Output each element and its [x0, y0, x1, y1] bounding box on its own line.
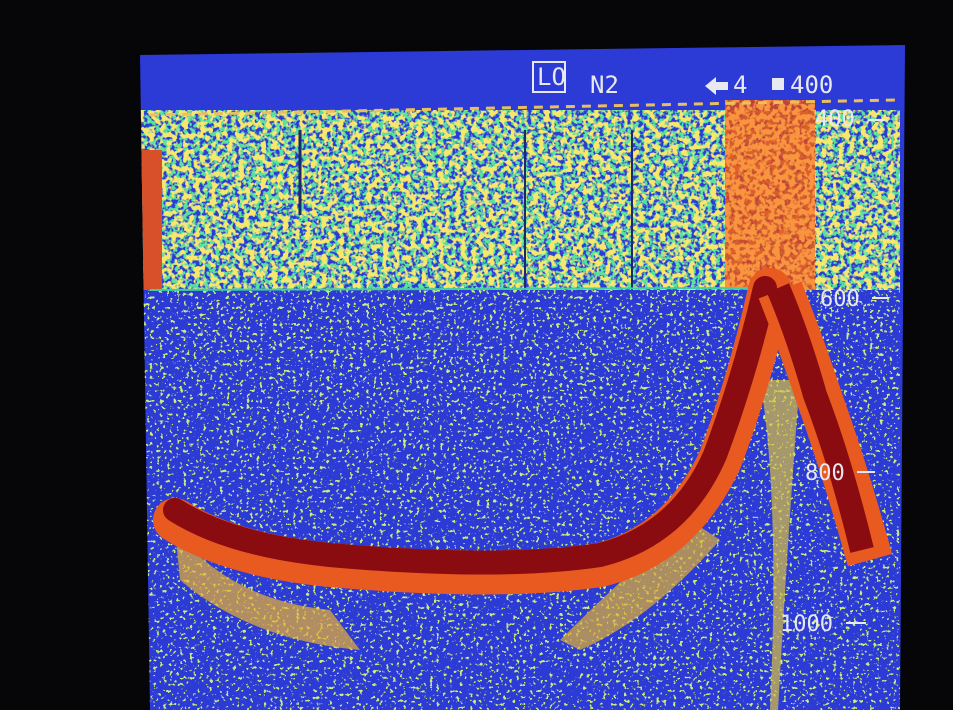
column-echo — [725, 100, 815, 290]
shift: 4 — [733, 71, 747, 99]
range-icon — [772, 78, 784, 90]
depth-label: 400 — [815, 107, 855, 132]
range: 400 — [790, 71, 833, 99]
sonar-display: LO N2 4 400 400 600 800 1000 — [0, 0, 953, 710]
depth-label: 600 — [820, 287, 860, 312]
mode: LO — [537, 63, 566, 91]
edge-echo — [140, 150, 162, 290]
depth-label: 800 — [805, 461, 845, 486]
depth-label: 1000 — [780, 612, 833, 637]
noise: N2 — [590, 71, 619, 99]
